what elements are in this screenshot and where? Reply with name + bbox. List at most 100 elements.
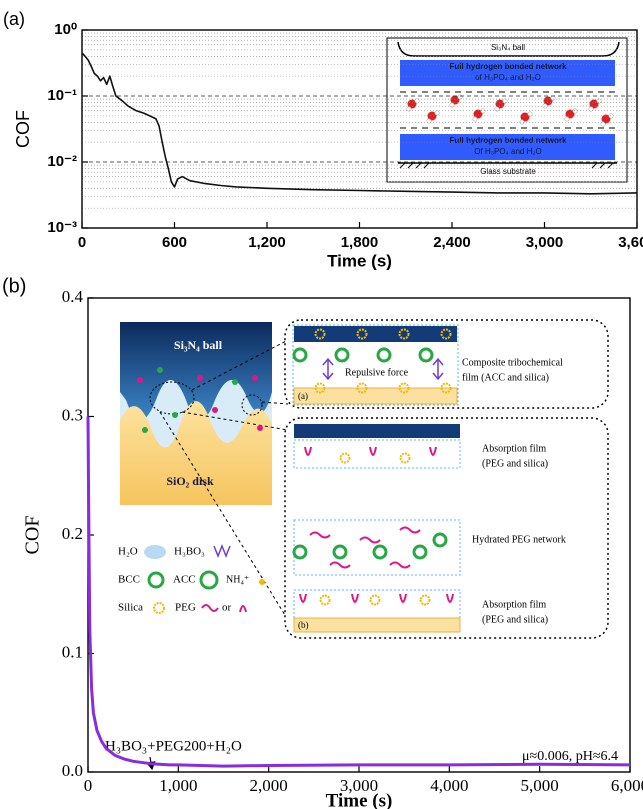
oxygen: [520, 112, 530, 122]
absorption-layer: [293, 439, 461, 469]
particle: [232, 379, 238, 385]
x-tick-label: 3,000: [340, 776, 378, 795]
layer: [400, 134, 615, 160]
x-tick-label: 6,000: [611, 776, 643, 795]
y-tick-label: 0.2: [62, 524, 83, 543]
acc: [292, 544, 308, 560]
particle: [197, 375, 203, 381]
peg: [351, 593, 359, 603]
acc: [376, 347, 392, 363]
peg: [399, 526, 421, 534]
layer: [400, 60, 615, 86]
oxygen: [565, 109, 575, 119]
layer-label: Full hydrogen bonded network: [450, 62, 567, 71]
acc: [292, 347, 308, 363]
layer-label: Full hydrogen bonded network: [450, 136, 567, 145]
oxygen: [601, 114, 611, 124]
y-tick-label: 10⁻³: [47, 219, 77, 236]
disk: [120, 401, 272, 505]
y-tick-label: 0.1: [62, 642, 83, 661]
legend-text: or: [222, 602, 232, 614]
film-text: (PEG and silica): [482, 458, 548, 469]
hydrogen: [600, 121, 606, 127]
hydrogen: [480, 108, 486, 114]
peg: [359, 536, 381, 544]
silica: [314, 382, 326, 394]
inset-a: Si₃N₄ ball Full hydrogen bonded network …: [386, 37, 628, 183]
silica: [440, 382, 452, 394]
silica: [419, 594, 431, 606]
x-tick-label: 4,000: [430, 776, 468, 795]
y-tick-label: 10⁻²: [47, 153, 77, 170]
annotation: H₃BO₃+PEG200+H₂O: [105, 738, 242, 754]
x-tick-label: 1,000: [159, 776, 197, 795]
hydrogen: [564, 116, 570, 122]
hatch: [399, 162, 614, 169]
x-tick-label: 1,200: [248, 234, 286, 251]
hydrogen: [434, 110, 440, 116]
legend-text: H₂O: [118, 546, 138, 558]
y-tick-label: 0.0: [62, 761, 83, 780]
hydrogen: [588, 106, 594, 112]
peg: [329, 561, 351, 569]
plot-frame: [81, 29, 638, 229]
peg: [309, 531, 331, 539]
legend-symbol: [259, 579, 265, 585]
peg: [369, 446, 377, 456]
ball-label: Si₃N₄ ball: [174, 338, 223, 352]
disk-layer: [293, 387, 458, 405]
arrow: [432, 357, 444, 381]
legend-text: H₃BO₃: [174, 546, 205, 558]
silica: [356, 382, 368, 394]
legend-symbol: [239, 605, 247, 613]
x-axis-label: Time (s): [327, 251, 392, 270]
legend-symbol: [201, 604, 219, 612]
film-text: (PEG and silica): [482, 614, 548, 625]
water-molecules: [406, 94, 614, 127]
silica: [369, 594, 381, 606]
x-tick-label: 0: [78, 234, 86, 251]
acc: [418, 347, 434, 363]
hydrogen: [519, 119, 525, 125]
legend-symbol: [144, 545, 166, 559]
x-axis-label: Time (s): [326, 790, 393, 809]
film-text: Repulsive force: [345, 367, 409, 378]
film-text: Composite tribochemical: [462, 357, 563, 368]
y-tick-label: 0.4: [62, 287, 84, 306]
silica: [399, 452, 411, 464]
hydrogen: [550, 95, 556, 101]
hydrogen: [449, 102, 455, 108]
silica: [398, 328, 410, 340]
hydrogen: [457, 94, 463, 100]
layer-label: Of H₃PO₄ and H₂O: [474, 147, 541, 156]
arrow: [322, 357, 334, 381]
hydrogen: [406, 106, 412, 112]
peg: [389, 561, 411, 569]
annotation: μ≈0.006, pH≈6.4: [522, 749, 618, 764]
y-tick-label: 10⁻¹: [47, 87, 77, 104]
x-tick-label: 3,600: [618, 234, 643, 251]
x-tick-label: 2,000: [250, 776, 288, 795]
film-text: Absorption film: [482, 599, 546, 610]
substrate-label: Glass substrate: [480, 167, 536, 176]
x-tick-label: 5,000: [521, 776, 559, 795]
hydrogen: [472, 116, 478, 122]
legend-text: Silica: [118, 602, 143, 614]
legend-text: NH₄⁺: [226, 574, 249, 585]
oxygen: [427, 111, 437, 121]
acc: [334, 347, 350, 363]
particle: [257, 425, 263, 431]
panel-label: (b): [2, 275, 26, 297]
silica: [440, 328, 452, 340]
x-tick-label: 2,400: [433, 234, 471, 251]
oxygen: [589, 99, 599, 109]
legend-symbol: [199, 570, 219, 590]
x-tick-label: 1,800: [341, 234, 379, 251]
x-tick-label: 600: [162, 234, 187, 251]
legend-symbol: [147, 571, 165, 589]
panel-label: (a): [3, 9, 25, 29]
particle: [252, 375, 258, 381]
x-tick-label: 3,000: [526, 234, 564, 251]
particle: [137, 377, 143, 383]
